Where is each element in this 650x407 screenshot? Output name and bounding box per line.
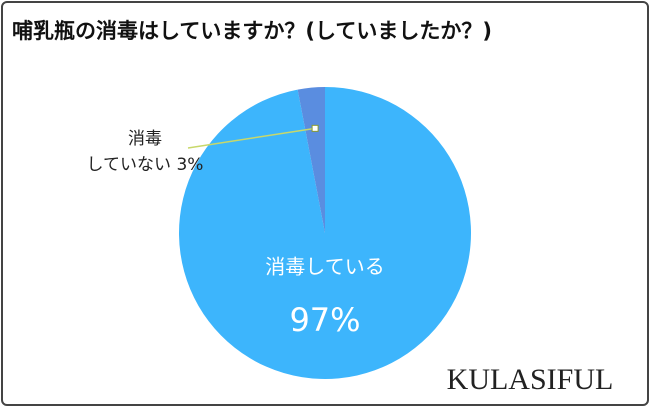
value-label: 3% [176, 155, 204, 175]
watermark: KULASIFUL [447, 363, 614, 396]
pie-slice [297, 87, 325, 233]
leader-marker [311, 124, 319, 132]
chart-title: 哺乳瓶の消毒はしていますか？(していましたか？) [12, 19, 492, 43]
pie-slice [178, 87, 471, 379]
slice-label: 消毒している [265, 255, 384, 279]
outside-label: 消毒 していない 3% [70, 126, 220, 178]
slice-label: 消毒 していない [86, 129, 172, 175]
leader-line [187, 127, 316, 149]
value-label: 97% [289, 301, 360, 339]
